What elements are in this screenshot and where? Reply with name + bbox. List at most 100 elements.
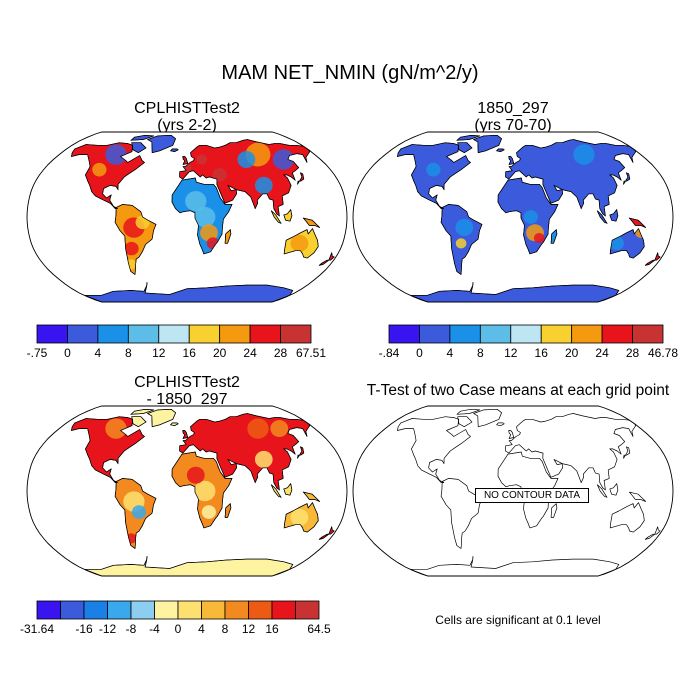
colorbar-box bbox=[158, 324, 190, 344]
panel-2-title-line1: 1850_297 bbox=[477, 100, 549, 117]
continent-newguinea bbox=[629, 491, 647, 502]
colorbar-tick-label: 46.78 bbox=[648, 346, 678, 360]
coastline-eurasia bbox=[179, 139, 311, 217]
colorbar-box bbox=[219, 324, 251, 344]
colorbar-tick-label: 8 bbox=[125, 346, 132, 360]
map-frame bbox=[26, 405, 348, 577]
coastline-africa bbox=[171, 177, 233, 255]
coastline-namerica bbox=[71, 142, 145, 209]
colorbar-box bbox=[479, 324, 512, 344]
coastline-ellesmere bbox=[130, 408, 154, 415]
field-patch bbox=[247, 418, 269, 439]
colorbar-box bbox=[60, 600, 85, 620]
colorbar-box bbox=[67, 324, 99, 344]
colorbar-box bbox=[249, 324, 281, 344]
colorbar-box bbox=[97, 324, 129, 344]
field-patch bbox=[455, 238, 467, 249]
continent-ellesmere bbox=[456, 408, 481, 415]
field-patch bbox=[290, 234, 309, 252]
colorbar-tick-label: 12 bbox=[152, 346, 166, 360]
colorbar-box bbox=[130, 600, 155, 620]
coastline-antarctica bbox=[410, 282, 620, 302]
field-patches bbox=[105, 418, 309, 544]
coastline-samerica bbox=[114, 478, 157, 550]
coastline-madagascar bbox=[550, 228, 558, 244]
colorbar-box bbox=[107, 600, 132, 620]
coastline-namerica bbox=[71, 416, 145, 483]
coastline-iceland bbox=[496, 148, 505, 153]
colorbar-tick-label: -12 bbox=[99, 622, 117, 636]
figure-title: MAM NET_NMIN (gN/m^2/y) bbox=[221, 62, 479, 84]
coastline-nzs bbox=[319, 533, 330, 540]
coastline-sumatra bbox=[271, 210, 282, 224]
colorbar-tick-label: 12 bbox=[504, 346, 518, 360]
colorbar-tick-label: -31.64 bbox=[20, 622, 54, 636]
field-patch bbox=[455, 219, 474, 237]
colorbar-box bbox=[571, 324, 603, 344]
coastline-baffin bbox=[131, 142, 147, 154]
colorbar-box bbox=[280, 324, 312, 344]
coastline-nzn bbox=[328, 525, 335, 535]
map-background bbox=[353, 132, 673, 302]
coastline-newguinea bbox=[302, 491, 320, 502]
coastline-samerica bbox=[440, 204, 483, 276]
coastline-madagascar bbox=[224, 502, 232, 518]
coastline-namerica bbox=[397, 142, 471, 209]
land-layer bbox=[71, 408, 335, 576]
field-patch bbox=[186, 466, 205, 484]
colorbar-box bbox=[271, 600, 296, 620]
land-layer bbox=[397, 408, 661, 576]
coastline-australia bbox=[283, 502, 319, 533]
field-patch bbox=[290, 508, 309, 526]
colorbar-tick-label: 0 bbox=[64, 346, 71, 360]
colorbar-box bbox=[248, 600, 273, 620]
field-patch bbox=[254, 450, 273, 468]
continent-sumatra bbox=[596, 484, 608, 498]
coastline-japan bbox=[297, 446, 305, 459]
colorbar-tick-label: -4 bbox=[149, 622, 160, 636]
colorbar-tick-label: 16 bbox=[265, 622, 279, 636]
continent-uk bbox=[508, 430, 515, 439]
map-background bbox=[27, 406, 347, 576]
colorbar-tick-label: 8 bbox=[222, 622, 229, 636]
continent-madagascar bbox=[550, 503, 558, 518]
map-frame bbox=[352, 131, 674, 303]
colorbar-tick-label: 20 bbox=[213, 346, 227, 360]
coastline-borneo bbox=[283, 482, 293, 496]
field-patch bbox=[426, 162, 441, 177]
colorbar-tick-label: -8 bbox=[126, 622, 137, 636]
coastline-uk bbox=[508, 156, 515, 165]
coastline-australia bbox=[283, 228, 319, 259]
coastline-greenland bbox=[472, 134, 502, 154]
colorbar-box bbox=[177, 600, 202, 620]
no-contour-data-box: NO CONTOUR DATA bbox=[475, 488, 589, 503]
coastline-iceland bbox=[170, 422, 179, 427]
colorbar-tick-label: 4 bbox=[447, 346, 454, 360]
map-p1 bbox=[26, 131, 348, 303]
coastline-ellesmere bbox=[456, 134, 480, 141]
continent-japan bbox=[623, 446, 631, 459]
colorbar-box bbox=[127, 324, 160, 344]
field-patch bbox=[124, 241, 139, 256]
coastline-greenland bbox=[146, 134, 176, 154]
map-frame bbox=[352, 405, 674, 577]
colorbar-tick-label: 20 bbox=[565, 346, 579, 360]
colorbar-tick-label: 0 bbox=[416, 346, 423, 360]
map-background bbox=[27, 132, 347, 302]
coastline-nzs bbox=[319, 259, 330, 266]
continent-greenland bbox=[473, 408, 502, 428]
coastline-eurasia bbox=[505, 139, 637, 217]
colorbar-tick-label: -.75 bbox=[27, 346, 48, 360]
field-patch bbox=[573, 144, 595, 165]
panel-3-title-line2: - 1850_297 bbox=[146, 391, 228, 408]
panel-4-title: T-Test of two Case means at each grid po… bbox=[366, 382, 670, 399]
colorbar-tick-label: 67.51 bbox=[296, 346, 326, 360]
land-layer bbox=[397, 134, 661, 302]
colorbar-tick-label: 24 bbox=[595, 346, 609, 360]
field-patch bbox=[200, 224, 218, 242]
coastline-borneo bbox=[609, 208, 619, 222]
map-p2 bbox=[352, 131, 674, 303]
colorbar-tick-label: 4 bbox=[198, 622, 205, 636]
colorbar-tick-label: 16 bbox=[183, 346, 197, 360]
colorbar-tick-label: 28 bbox=[274, 346, 288, 360]
